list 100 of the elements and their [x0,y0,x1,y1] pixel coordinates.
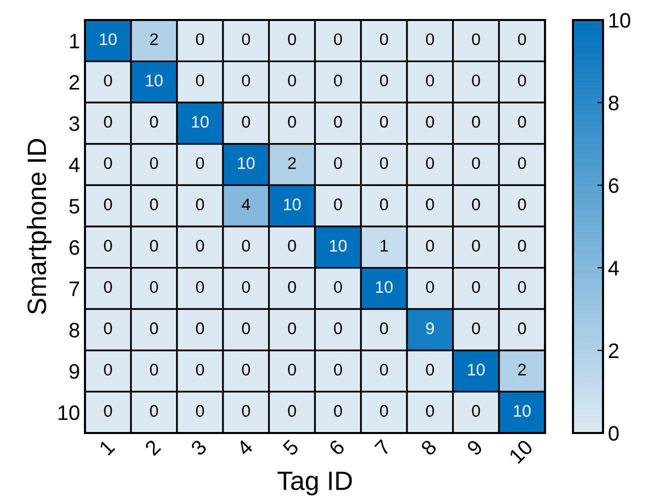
data-label: 0 [104,198,112,210]
y-tick-label: 6 [70,240,80,255]
y-tick-label: 10 [58,405,80,420]
data-label: 0 [426,364,434,376]
data-label: 0 [288,74,296,86]
data-label: 10 [192,116,209,128]
data-label: 0 [380,33,388,46]
data-label: 0 [150,364,158,376]
data-label: 0 [104,157,112,170]
data-label: 0 [334,281,342,293]
data-label: 0 [380,364,388,376]
data-label: 0 [196,157,204,170]
data-label: 0 [334,157,342,170]
data-label: 0 [472,281,480,293]
data-label: 10 [468,364,485,376]
data-label: 0 [104,364,112,376]
data-label: 0 [380,322,388,334]
data-label: 0 [104,116,112,128]
data-label: 0 [472,157,480,170]
x-tick-label: 3 [190,438,208,456]
data-label: 0 [242,322,250,334]
data-label: 0 [288,364,296,376]
data-label: 0 [472,198,480,210]
data-label: 0 [426,281,434,293]
data-label: 0 [472,405,480,417]
data-label: 0 [380,198,388,210]
data-label: 0 [104,322,112,334]
data-label: 0 [242,33,250,46]
data-label: 0 [242,116,250,128]
data-label: 0 [104,281,112,293]
data-label: 10 [330,240,347,252]
data-label: 0 [196,364,204,376]
data-label: 0 [242,364,250,376]
data-label: 2 [518,364,526,376]
data-label: 1 [380,240,388,252]
x-tick-label: 6 [328,438,346,456]
data-label: 0 [150,240,158,252]
data-label: 0 [242,240,250,252]
data-label: 2 [150,33,158,45]
x-tick-label: 9 [466,438,484,456]
data-label: 0 [518,157,526,170]
y-tick-label: 3 [69,116,80,132]
data-label: 0 [472,33,480,46]
y-tick-label: 2 [70,74,80,90]
data-label: 0 [288,322,296,334]
data-label: 0 [150,157,158,170]
data-label: 9 [426,322,434,334]
data-label: 0 [334,322,342,334]
data-label: 0 [334,405,342,417]
data-label: 0 [426,116,434,128]
data-label: 0 [196,74,204,86]
data-label: 0 [288,116,296,128]
data-label: 0 [334,116,342,128]
data-label: 0 [334,198,342,210]
x-tick-label: 1 [98,439,116,456]
data-label: 0 [518,74,526,86]
data-label: 2 [288,157,296,169]
data-label: 10 [514,405,531,417]
color-bar-label: 8 [608,96,619,110]
data-label: 0 [426,74,434,86]
data-label: 0 [472,74,480,86]
data-label: 0 [472,240,480,252]
data-label: 0 [242,405,250,417]
x-axis-title: Tag ID [277,472,352,496]
data-label: 0 [150,322,158,334]
data-label: 0 [242,74,250,86]
y-tick-label: 1 [70,34,80,48]
data-label: 0 [518,281,526,293]
x-tick-label: 4 [236,438,254,456]
data-label: 0 [334,364,342,376]
data-label: 0 [150,405,158,417]
y-tick-label: 5 [69,199,80,214]
y-tick-label: 8 [69,322,80,338]
data-label: 0 [242,281,250,293]
data-label: 0 [150,116,158,128]
data-label: 0 [150,198,158,210]
data-label: 0 [426,198,434,210]
color-bar-label: 2 [608,343,618,358]
color-bar-label: 0 [608,426,619,441]
data-label: 10 [146,74,163,86]
data-label: 0 [104,74,112,86]
data-label: 0 [518,33,526,46]
data-label: 0 [104,240,112,252]
data-label: 0 [196,405,204,417]
data-label: 0 [380,405,388,417]
data-label: 0 [196,322,204,334]
x-tick-label: 8 [420,438,438,456]
color-bar-label: 6 [608,178,619,193]
y-tick-label: 9 [70,364,80,379]
data-label: 0 [518,240,526,252]
data-label: 10 [284,198,301,210]
data-label: 0 [426,240,434,252]
x-tick-label: 10 [508,438,534,464]
data-label: 0 [518,198,526,210]
y-tick-label: 4 [69,158,80,172]
data-label: 0 [196,33,204,46]
color-bar-label: 4 [608,261,619,276]
data-label: 0 [518,116,526,128]
y-axis-title: Smartphone ID [26,139,52,314]
y-tick-label: 7 [70,282,80,296]
